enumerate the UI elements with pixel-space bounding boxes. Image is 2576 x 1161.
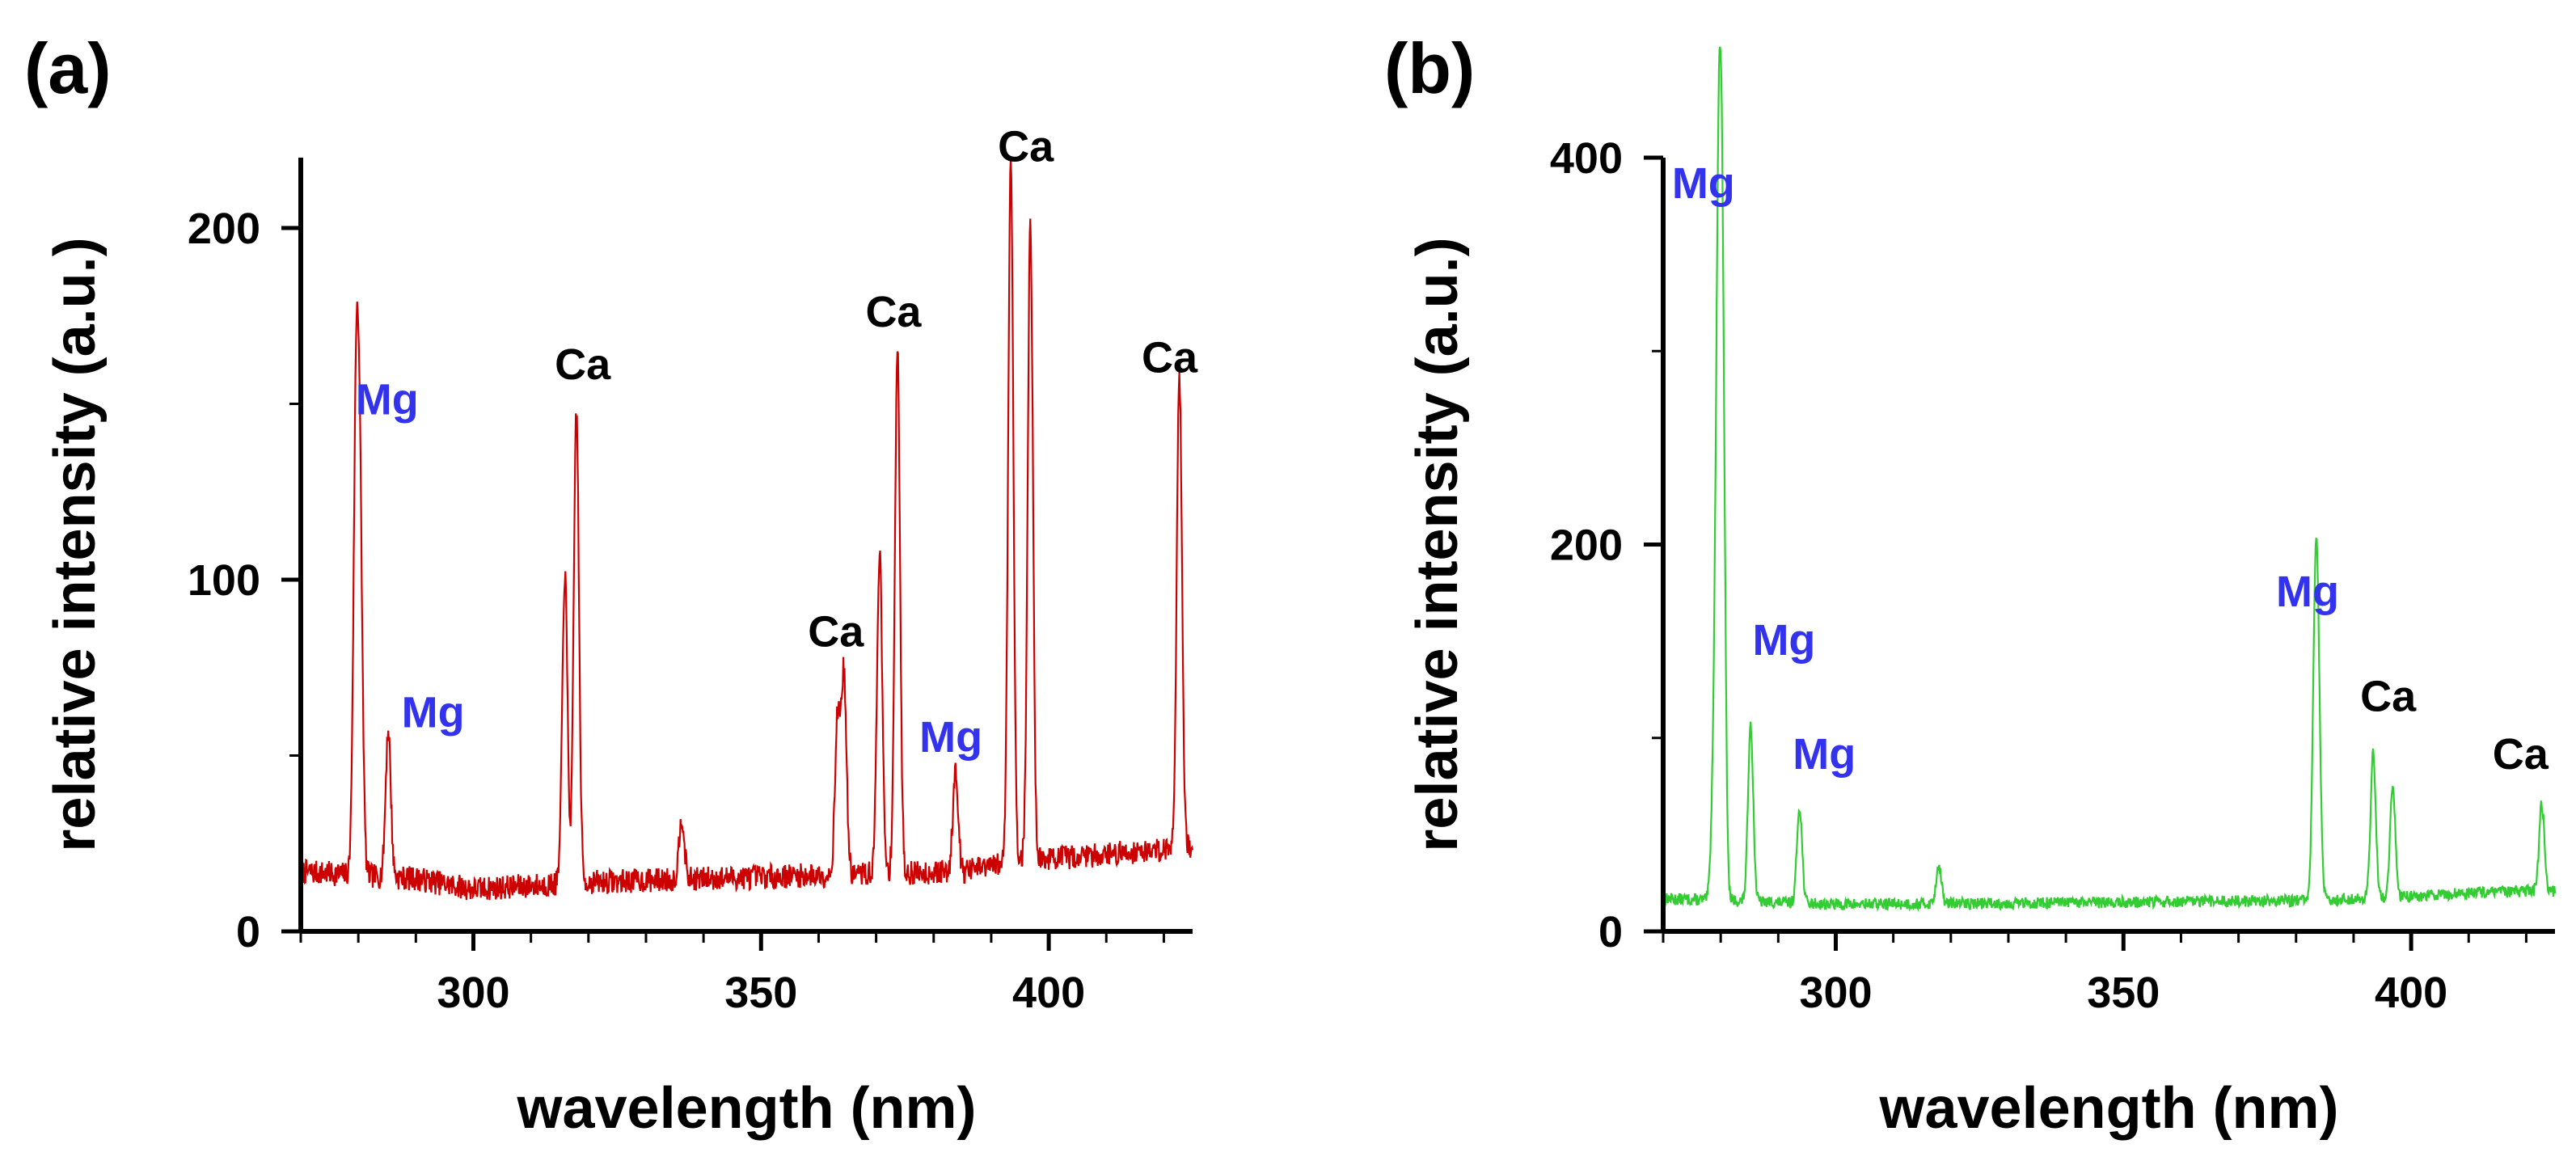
x-tick-label: 300 bbox=[1799, 969, 1872, 1017]
y-tick-label: 0 bbox=[1598, 908, 1623, 956]
x-axis-title: wavelength (nm) bbox=[1878, 1076, 2338, 1141]
peak-label-mg: Mg bbox=[919, 713, 982, 762]
peak-label-ca: Ca bbox=[808, 608, 864, 656]
y-tick-label: 400 bbox=[1550, 134, 1623, 183]
y-axis-title: relative intensity (a.u.) bbox=[1405, 237, 1470, 851]
x-axis-title: wavelength (nm) bbox=[516, 1076, 976, 1141]
y-tick-label: 200 bbox=[1550, 521, 1623, 570]
spectrum-line bbox=[1662, 46, 2557, 913]
peak-label-mg: Mg bbox=[402, 689, 465, 737]
peak-label-mg: Mg bbox=[1672, 159, 1735, 208]
y-tick-label: 100 bbox=[188, 556, 260, 605]
peak-label-mg: Mg bbox=[2276, 568, 2339, 616]
axes: 300 350 400 0 200 400 bbox=[1550, 134, 2555, 1017]
panel-label: (b) bbox=[1384, 28, 1475, 108]
panel-b-spectrum-chart: (b) 300 350 400 0 200 400 wavelength (nm) relati… bbox=[1384, 28, 2557, 1141]
peak-label-ca: Ca bbox=[555, 340, 611, 389]
x-tick-label: 300 bbox=[437, 969, 509, 1017]
peak-label-mg: Mg bbox=[1752, 616, 1815, 665]
x-tick-label: 350 bbox=[2087, 969, 2160, 1017]
peak-label-ca: Ca bbox=[2360, 672, 2417, 720]
x-tick-label: 400 bbox=[2375, 969, 2447, 1017]
peak-label-mg: Mg bbox=[1793, 730, 1856, 779]
y-tick-label: 0 bbox=[236, 908, 260, 956]
peak-label-ca: Ca bbox=[998, 122, 1054, 171]
peak-label-mg: Mg bbox=[356, 376, 419, 424]
panel-label: (a) bbox=[24, 28, 112, 108]
peak-label-ca: Ca bbox=[1142, 333, 1198, 382]
x-tick-label: 400 bbox=[1012, 969, 1085, 1017]
y-axis-title: relative intensity (a.u.) bbox=[43, 237, 108, 851]
peak-label-ca: Ca bbox=[865, 288, 922, 336]
spectrum-line bbox=[299, 158, 1194, 901]
axes: 300 350 400 0 100 200 bbox=[188, 158, 1193, 1017]
y-tick-label: 200 bbox=[188, 205, 260, 253]
x-tick-label: 350 bbox=[724, 969, 797, 1017]
panel-a-spectrum-chart: (a) 300 350 400 0 100 200 wavelength (nm) relati… bbox=[24, 28, 1198, 1141]
peak-label-ca: Ca bbox=[2493, 730, 2549, 779]
